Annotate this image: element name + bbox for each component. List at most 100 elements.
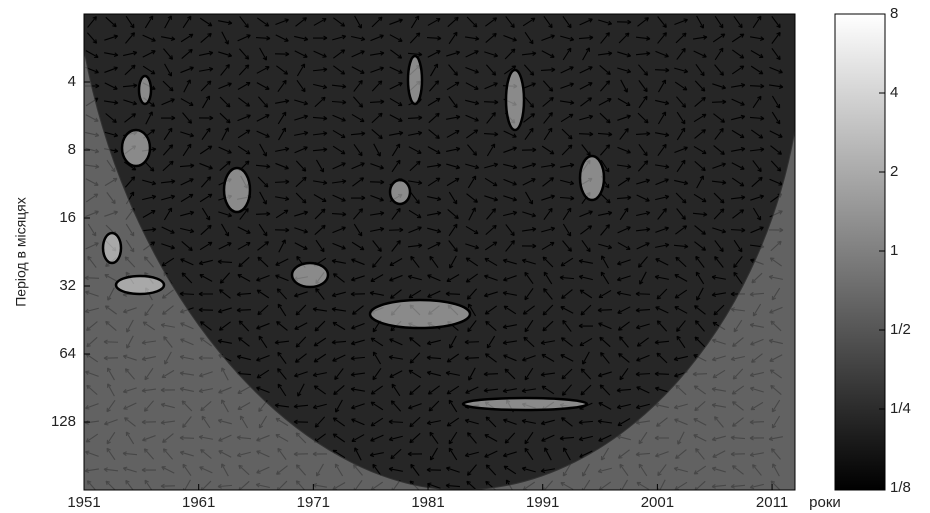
phase-arrow — [236, 307, 252, 313]
phase-arrow — [675, 225, 688, 235]
phase-arrow — [654, 339, 670, 345]
phase-arrow — [711, 355, 726, 362]
x-tick-label: 2011 — [756, 494, 788, 511]
phase-arrow — [446, 81, 460, 91]
phase-arrow — [85, 50, 99, 58]
phase-arrow — [541, 226, 556, 233]
phase-arrow — [294, 50, 308, 58]
phase-arrow — [638, 80, 648, 93]
phase-arrow — [333, 49, 346, 59]
phase-arrow — [714, 64, 724, 76]
phase-arrow — [370, 226, 385, 232]
phase-arrow — [199, 50, 214, 56]
phase-arrow — [351, 258, 365, 266]
phase-arrow — [712, 227, 727, 234]
phase-arrow — [179, 386, 194, 392]
phase-arrow — [182, 112, 193, 124]
phase-arrow — [561, 144, 573, 156]
phase-arrow — [335, 399, 343, 413]
phase-arrow — [731, 129, 745, 139]
phase-arrow — [582, 351, 590, 365]
phase-arrow — [582, 463, 590, 477]
phase-arrow — [655, 178, 669, 186]
phase-arrow — [731, 65, 745, 75]
phase-arrow — [370, 163, 384, 170]
phase-arrow — [218, 386, 232, 394]
phase-arrow — [503, 195, 518, 202]
phase-arrow — [334, 368, 344, 381]
phase-arrow — [769, 354, 783, 362]
phase-arrow — [256, 17, 270, 27]
phase-arrow — [313, 50, 327, 58]
phase-arrow — [448, 399, 458, 413]
phase-arrow — [445, 466, 460, 473]
phase-arrow — [635, 371, 651, 377]
phase-arrow — [749, 419, 765, 425]
phase-arrow — [86, 32, 98, 44]
phase-arrow — [162, 305, 174, 315]
phase-arrow — [503, 146, 517, 153]
phase-arrow — [560, 306, 574, 314]
phase-arrow — [637, 112, 649, 124]
phase-arrow — [105, 16, 117, 28]
phase-arrow — [445, 483, 461, 489]
phase-arrow — [275, 209, 289, 219]
phase-arrow — [600, 271, 610, 285]
phase-arrow — [427, 385, 440, 395]
phase-arrow — [711, 483, 727, 489]
phase-arrow — [654, 435, 670, 441]
phase-arrow — [388, 419, 404, 425]
phase-arrow — [486, 143, 496, 157]
phase-arrow — [351, 162, 365, 170]
phase-arrow — [391, 239, 401, 252]
phase-arrow — [502, 451, 517, 458]
phase-arrow — [275, 18, 289, 26]
phase-arrow — [619, 367, 629, 381]
phase-arrow — [448, 223, 458, 237]
phase-arrow — [104, 177, 118, 187]
phase-arrow — [522, 162, 537, 169]
phase-arrow — [352, 464, 363, 476]
phase-arrow — [408, 289, 422, 299]
phase-arrow — [199, 193, 213, 203]
phase-arrow — [730, 195, 746, 200]
phase-arrow — [676, 127, 686, 141]
phase-arrow — [274, 340, 290, 345]
phase-arrow — [543, 271, 553, 285]
phase-arrow — [427, 274, 441, 282]
phase-arrow — [371, 16, 383, 28]
phase-arrow — [657, 111, 667, 125]
phase-arrow — [674, 67, 689, 74]
phase-arrow — [635, 36, 651, 41]
phase-arrow — [749, 115, 765, 121]
phase-arrow — [696, 15, 704, 29]
phase-arrow — [599, 384, 611, 396]
phase-arrow — [673, 355, 688, 362]
phase-arrow — [180, 66, 194, 74]
phase-arrow — [218, 450, 232, 458]
phase-arrow — [237, 81, 251, 90]
phase-arrow — [87, 255, 97, 268]
phase-arrow — [160, 179, 176, 184]
phase-arrow — [123, 402, 137, 410]
phase-arrow — [638, 144, 648, 157]
phase-arrow — [410, 192, 420, 205]
phase-arrow — [257, 96, 269, 108]
phase-arrow — [525, 191, 534, 205]
phase-arrow — [448, 431, 458, 445]
phase-arrow — [125, 32, 136, 44]
phase-arrow — [770, 448, 781, 460]
phase-arrow — [104, 52, 119, 58]
phase-arrow — [331, 258, 346, 264]
phase-arrow — [635, 403, 650, 410]
phase-arrow — [218, 242, 232, 250]
phase-arrow — [122, 307, 137, 314]
phase-arrow — [446, 146, 461, 153]
phase-arrow — [674, 418, 688, 426]
phase-arrow — [313, 194, 327, 203]
phase-arrow — [370, 434, 384, 442]
phase-arrow — [408, 369, 422, 379]
phase-arrow — [237, 274, 251, 282]
